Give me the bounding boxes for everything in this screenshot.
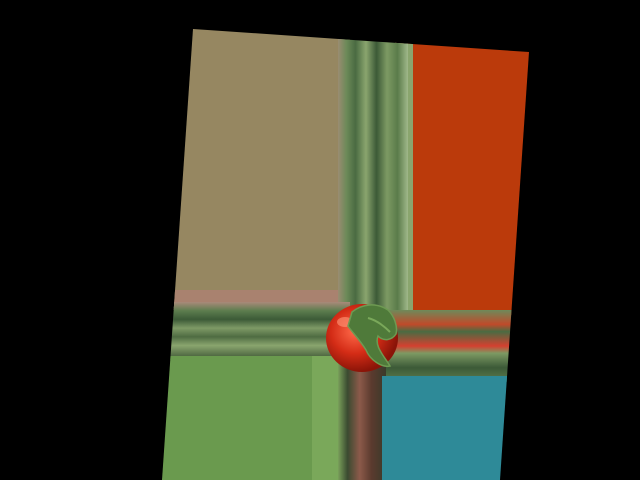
tomato-stem-leaf [367, 317, 391, 333]
photo [162, 29, 529, 480]
horizontal-stripes-left [162, 302, 350, 360]
tomato-stem-icon [347, 304, 398, 368]
panel-top-right [395, 29, 529, 315]
panel-top-left [162, 29, 350, 310]
horizontal-stripes-right [380, 310, 529, 382]
vertical-stripes-top [338, 29, 408, 320]
panel-bottom-left-edge [312, 356, 342, 480]
tomato [326, 304, 398, 372]
vertical-stripes-bottom [338, 360, 386, 480]
